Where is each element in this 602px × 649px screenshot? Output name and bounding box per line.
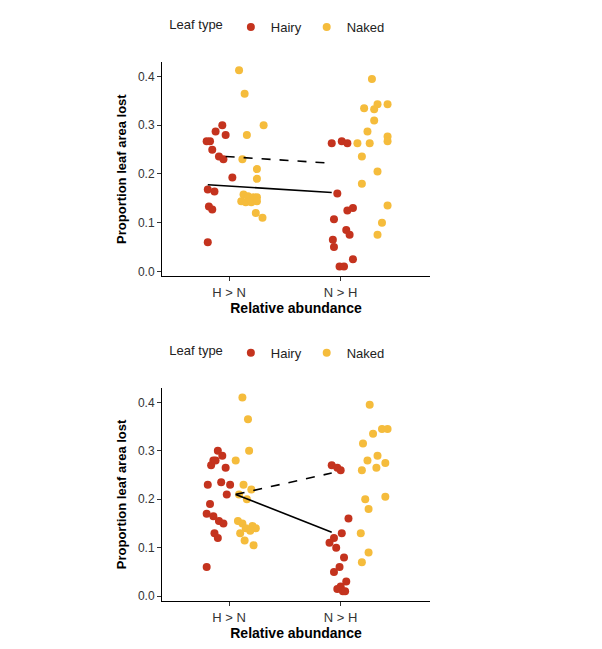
svg-text:N > H: N > H bbox=[324, 285, 358, 300]
svg-text:0.3: 0.3 bbox=[138, 444, 155, 458]
svg-text:Proportion leaf area lost: Proportion leaf area lost bbox=[114, 419, 129, 569]
svg-text:Relative abundance: Relative abundance bbox=[230, 300, 362, 316]
svg-text:Relative abundance: Relative abundance bbox=[230, 625, 362, 641]
svg-text:Hairy: Hairy bbox=[271, 346, 302, 361]
svg-text:0.4: 0.4 bbox=[138, 396, 155, 410]
svg-text:H > N: H > N bbox=[212, 610, 246, 625]
svg-text:Proportion leaf area lost: Proportion leaf area lost bbox=[114, 94, 129, 244]
svg-text:0.1: 0.1 bbox=[138, 216, 155, 230]
svg-text:0.3: 0.3 bbox=[138, 118, 155, 132]
svg-text:H > N: H > N bbox=[212, 285, 246, 300]
svg-text:0.2: 0.2 bbox=[138, 167, 155, 181]
svg-text:0.4: 0.4 bbox=[138, 70, 155, 84]
svg-text:Hairy: Hairy bbox=[271, 20, 302, 35]
svg-text:Naked: Naked bbox=[347, 20, 385, 35]
svg-text:0.2: 0.2 bbox=[138, 492, 155, 506]
svg-text:Leaf type: Leaf type bbox=[169, 17, 223, 32]
svg-text:Naked: Naked bbox=[347, 346, 385, 361]
svg-text:0.0: 0.0 bbox=[138, 265, 155, 279]
svg-text:0.0: 0.0 bbox=[138, 589, 155, 603]
svg-text:Leaf type: Leaf type bbox=[169, 343, 223, 358]
svg-text:0.1: 0.1 bbox=[138, 541, 155, 555]
svg-text:N > H: N > H bbox=[324, 610, 358, 625]
